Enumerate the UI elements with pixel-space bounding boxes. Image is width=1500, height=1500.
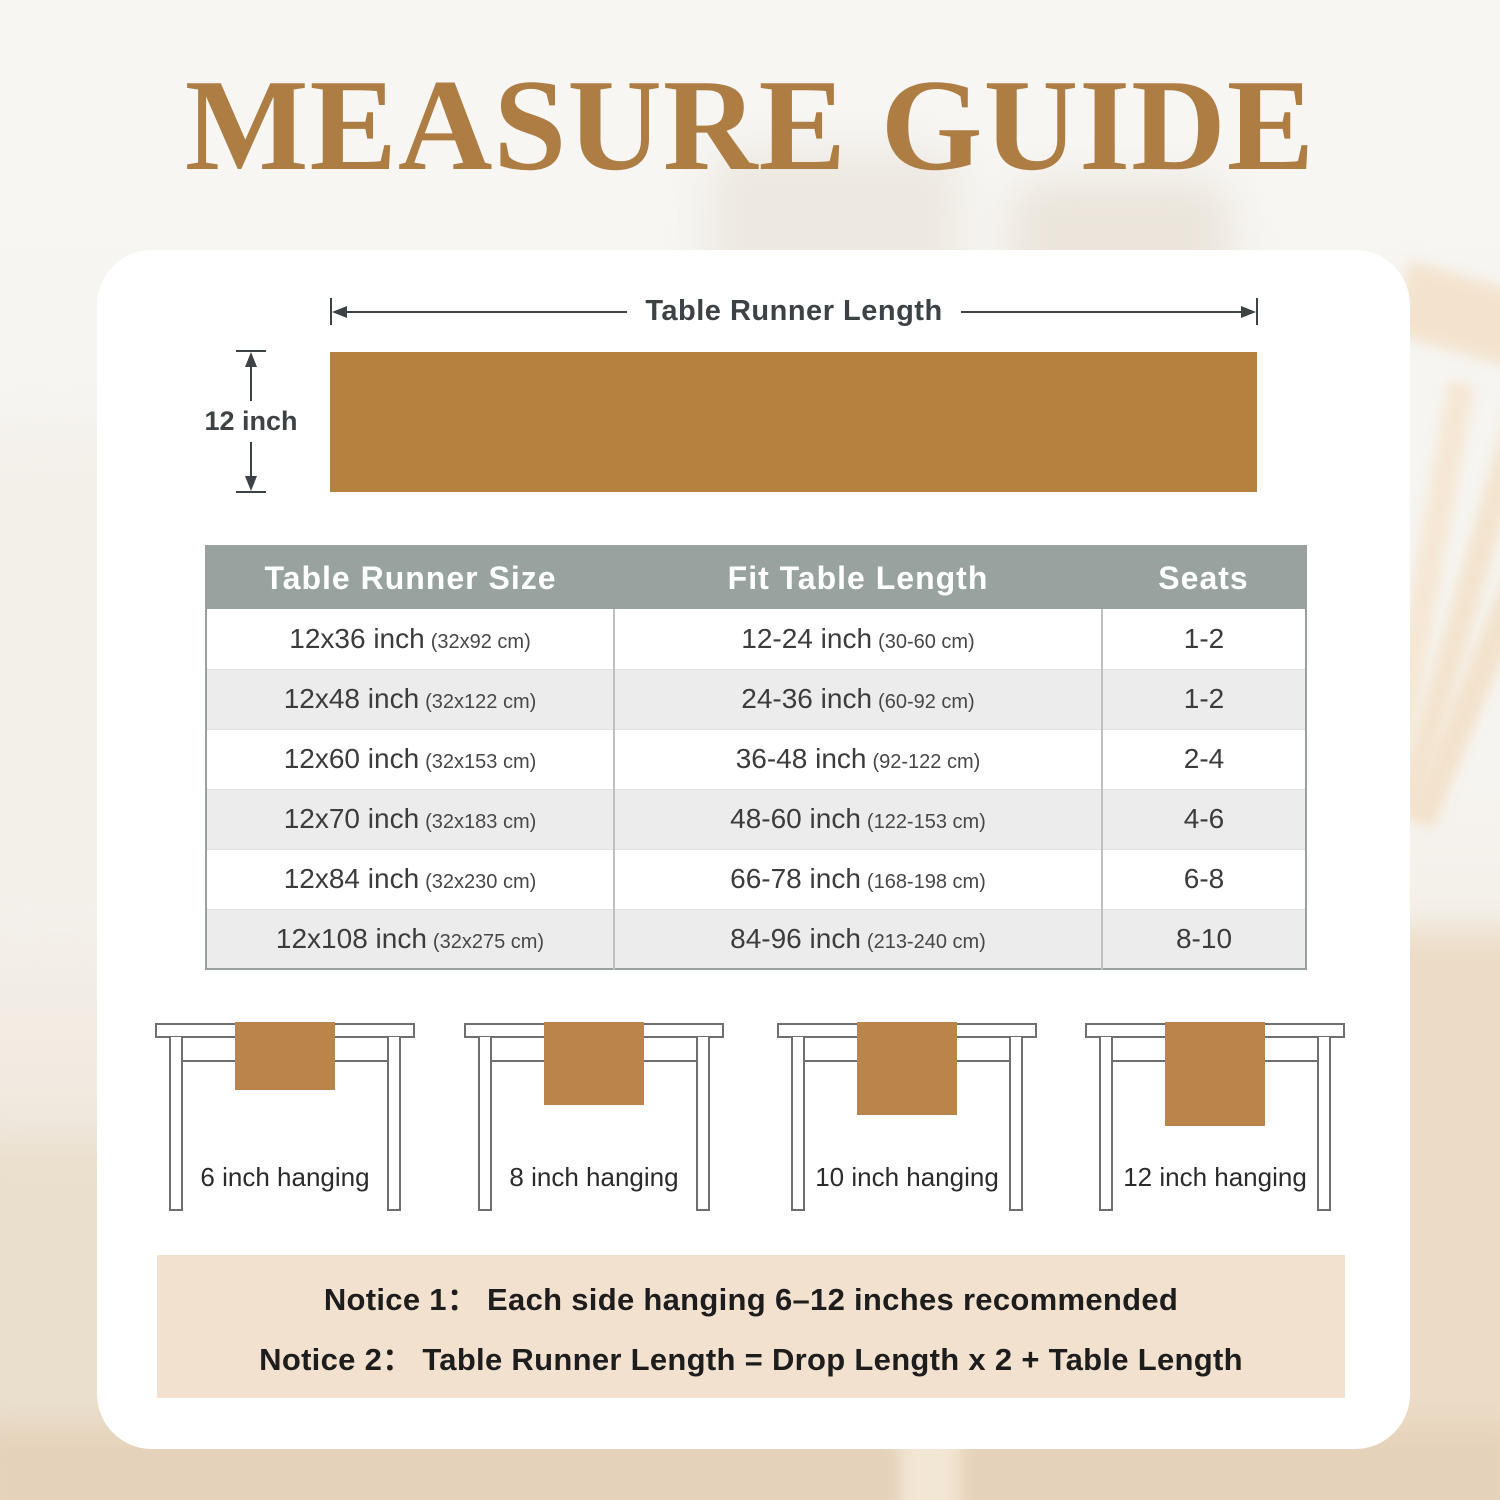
fit-metric: (213-240 cm) [866, 930, 986, 953]
size-value: 12x60 inch [283, 743, 420, 774]
cell-fit-length: 48-60 inch (122-153 cm) [613, 788, 1102, 849]
size-value: 12x36 inch [289, 622, 425, 654]
hanging-label: 6 inch hanging [200, 1162, 370, 1192]
fit-metric: (60-92 cm) [878, 691, 975, 713]
table-leg [169, 1037, 183, 1211]
dimension-end-tick [330, 298, 332, 325]
col-header-fit-length: Fit Table Length [614, 546, 1102, 609]
table-row: 12x84 inch (32x230 cm) 66-78 inch (168-198… [206, 848, 1306, 909]
table-row: 12x60 inch (32x153 cm) 36-48 inch (92-122 … [206, 728, 1306, 789]
hanging-illustration: 8 inch hanging [464, 1016, 724, 1214]
size-value: 12x48 inch [283, 683, 420, 714]
cell-runner-size: 12x48 inch (32x122 cm) [206, 668, 614, 729]
hanging-illustration: 10 inch hanging [777, 1016, 1037, 1214]
size-chart-header-row: Table Runner Size Fit Table Length Seats [206, 546, 1306, 609]
table-row: 12x48 inch (32x122 cm) 24-36 inch (60-92 c… [206, 668, 1306, 729]
fit-value: 24-36 inch [741, 683, 873, 714]
arrow-right-icon [1241, 305, 1257, 318]
cell-fit-length: 24-36 inch (60-92 cm) [613, 668, 1102, 729]
cell-runner-size: 12x108 inch (32x275 cm) [206, 908, 614, 969]
cell-runner-size: 12x84 inch (32x230 cm) [206, 848, 614, 909]
size-metric: (32x153 cm) [425, 751, 537, 773]
dimension-end-tick [236, 350, 266, 352]
cell-seats: 1-2 [1101, 668, 1306, 729]
hanging-label: 12 inch hanging [1123, 1162, 1307, 1192]
notice-panel: Notice 1： Each side hanging 6–12 inches … [157, 1255, 1345, 1398]
table-leg [1099, 1037, 1113, 1211]
cell-seats: 6-8 [1101, 848, 1306, 909]
length-dimension-label: Table Runner Length [645, 295, 943, 327]
table-row: 12x108 inch (32x275 cm) 84-96 inch (213-24… [206, 908, 1306, 969]
width-dimension-label: 12 inch [202, 401, 300, 442]
runner-drape [544, 1022, 644, 1105]
size-metric: (32x183 cm) [425, 811, 537, 833]
cell-seats: 2-4 [1101, 728, 1306, 789]
cell-runner-size: 12x60 inch (32x153 cm) [206, 728, 614, 789]
hanging-label: 10 inch hanging [815, 1162, 999, 1192]
length-dimension-arrow: Table Runner Length [330, 295, 1259, 327]
table-leg [1317, 1037, 1331, 1211]
table-leg [387, 1037, 401, 1211]
size-value: 12x70 inch [283, 803, 420, 834]
runner-drape [857, 1022, 957, 1115]
table-runner-swatch [330, 352, 1257, 492]
table-row: 12x70 inch (32x183 cm) 48-60 inch (122-153… [206, 788, 1306, 849]
fit-value: 84-96 inch [730, 922, 861, 954]
fit-value: 48-60 inch [730, 803, 861, 834]
runner-drape [1165, 1022, 1265, 1126]
dimension-end-tick [236, 491, 266, 493]
col-header-runner-size: Table Runner Size [206, 546, 614, 609]
cell-seats: 4-6 [1101, 788, 1306, 849]
arrow-left-icon [332, 305, 347, 318]
dimension-line [960, 310, 1242, 313]
table-leg [1009, 1037, 1023, 1211]
table-leg [478, 1037, 492, 1211]
cell-fit-length: 12-24 inch (30-60 cm) [613, 609, 1102, 669]
fit-value: 36-48 inch [735, 743, 867, 774]
size-metric: (32x275 cm) [432, 930, 545, 953]
fit-metric: (30-60 cm) [878, 630, 975, 653]
hanging-label: 8 inch hanging [509, 1162, 679, 1192]
cell-fit-length: 66-78 inch (168-198 cm) [613, 848, 1102, 909]
size-value: 12x108 inch [275, 922, 427, 954]
width-dimension-arrow: 12 inch [202, 350, 300, 493]
fit-value: 12-24 inch [741, 622, 873, 654]
size-value: 12x84 inch [283, 863, 420, 894]
fit-metric: (168-198 cm) [866, 871, 986, 893]
guide-card: Table Runner Length 12 inch Table Runner… [97, 250, 1410, 1449]
col-header-seats: Seats [1102, 546, 1306, 609]
notice-line-2: Notice 2： Table Runner Length = Drop Len… [259, 1342, 1243, 1377]
cell-runner-size: 12x70 inch (32x183 cm) [206, 788, 614, 849]
arrow-down-icon [245, 476, 257, 491]
table-leg [791, 1037, 805, 1211]
dimension-end-tick [1256, 298, 1259, 325]
page-title: MEASURE GUIDE [184, 53, 1316, 198]
cell-fit-length: 84-96 inch (213-240 cm) [613, 908, 1102, 969]
arrow-up-icon [245, 352, 257, 367]
cell-seats: 1-2 [1101, 609, 1306, 669]
cell-seats: 8-10 [1101, 908, 1306, 969]
fit-value: 66-78 inch [730, 863, 861, 894]
cell-runner-size: 12x36 inch (32x92 cm) [206, 609, 614, 669]
hanging-illustration: 6 inch hanging [155, 1016, 415, 1214]
dimension-line [347, 310, 628, 313]
size-metric: (32x122 cm) [425, 691, 537, 713]
table-leg [696, 1037, 710, 1211]
size-metric: (32x92 cm) [430, 630, 531, 653]
size-metric: (32x230 cm) [425, 871, 537, 893]
notice-line-1: Notice 1： Each side hanging 6–12 inches … [323, 1282, 1179, 1317]
size-chart: Table Runner Size Fit Table Length Seats… [205, 545, 1307, 970]
fit-metric: (92-122 cm) [872, 751, 981, 773]
cell-fit-length: 36-48 inch (92-122 cm) [613, 728, 1102, 789]
dimension-line [250, 367, 252, 401]
table-row: 12x36 inch (32x92 cm) 12-24 inch (30-60 cm… [206, 609, 1306, 669]
hanging-illustration: 12 inch hanging [1085, 1016, 1345, 1214]
runner-drape [235, 1022, 335, 1090]
fit-metric: (122-153 cm) [866, 811, 986, 833]
dimension-line [250, 442, 252, 476]
